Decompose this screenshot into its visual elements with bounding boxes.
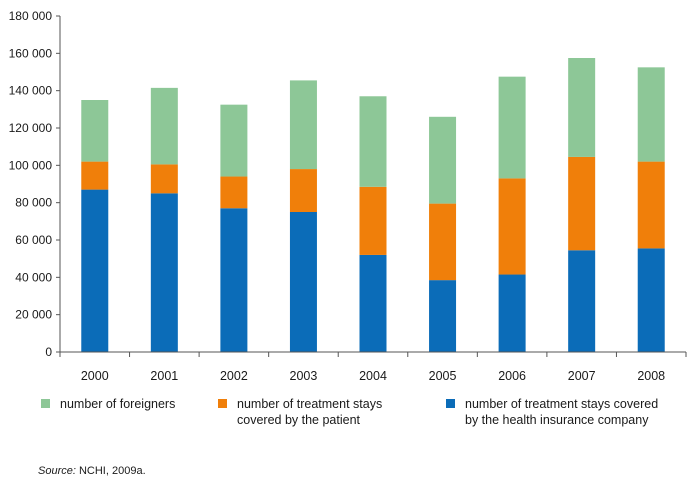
bar-foreigners-2002 xyxy=(220,104,248,177)
source-text: NCHI, 2009a. xyxy=(75,465,146,477)
bar-insurance-2002 xyxy=(220,208,248,352)
bar-foreigners-2001 xyxy=(150,87,178,165)
bar-patient-2001 xyxy=(150,164,178,194)
y-tick-label: 40 000 xyxy=(15,270,52,284)
bar-foreigners-2007 xyxy=(568,58,596,157)
bar-foreigners-2006 xyxy=(498,76,526,179)
bar-patient-2000 xyxy=(81,161,109,190)
x-tick-label-2000: 2000 xyxy=(81,369,109,383)
legend-swatch-foreigners xyxy=(41,399,50,408)
y-tick-label: 160 000 xyxy=(9,46,53,60)
y-tick-label: 80 000 xyxy=(15,196,52,210)
x-tick-label-2002: 2002 xyxy=(220,369,248,383)
bar-insurance-2005 xyxy=(429,280,457,352)
legend-label-patient: number of treatment stays covered by the… xyxy=(237,397,383,427)
source-note: Source: NCHI, 2009a. xyxy=(38,465,146,477)
legend-label-insurance: number of treatment stays covered by the… xyxy=(465,397,659,427)
x-tick-label-2005: 2005 xyxy=(429,369,457,383)
x-tick-label-2008: 2008 xyxy=(637,369,665,383)
y-tick-label: 140 000 xyxy=(9,84,53,98)
bar-patient-2006 xyxy=(498,178,526,275)
x-tick-label-2006: 2006 xyxy=(498,369,526,383)
x-tick-label-2001: 2001 xyxy=(150,369,178,383)
legend-swatch-insurance xyxy=(446,399,455,408)
legend-item-patient: number of treatment stays covered by the… xyxy=(218,396,382,428)
bar-foreigners-2003 xyxy=(289,80,317,170)
bar-insurance-2001 xyxy=(150,193,178,352)
bar-insurance-2004 xyxy=(359,254,387,352)
legend-item-foreigners: number of foreigners xyxy=(41,396,175,412)
legend-swatch-patient xyxy=(218,399,227,408)
bar-insurance-2003 xyxy=(289,212,317,352)
bar-foreigners-2005 xyxy=(429,116,457,204)
y-tick-label: 0 xyxy=(45,345,52,359)
bar-patient-2005 xyxy=(429,203,457,281)
bar-foreigners-2000 xyxy=(81,100,109,162)
bar-foreigners-2004 xyxy=(359,96,387,187)
bar-foreigners-2008 xyxy=(637,67,665,162)
x-axis: 2000 2001 2002 2003 2004 2005 2006 2007 2008 xyxy=(59,351,687,383)
bar-patient-2002 xyxy=(220,176,248,209)
legend-label-foreigners: number of foreigners xyxy=(60,397,176,411)
y-tick-label: 20 000 xyxy=(15,308,52,322)
bar-patient-2007 xyxy=(568,156,596,251)
y-tick-label: 100 000 xyxy=(9,158,53,172)
bar-patient-2004 xyxy=(359,186,387,255)
bar-patient-2003 xyxy=(289,169,317,212)
bar-insurance-2000 xyxy=(81,189,109,352)
y-tick-label: 120 000 xyxy=(9,121,53,135)
legend-item-insurance: number of treatment stays covered by the… xyxy=(446,396,658,428)
x-tick-label-2004: 2004 xyxy=(359,369,387,383)
y-tick-label: 60 000 xyxy=(15,233,52,247)
y-axis: 0 20 000 40 000 60 000 80 000 100 000 120 000 1… xyxy=(9,9,61,359)
y-tick-label: 180 000 xyxy=(9,9,53,23)
bar-patient-2008 xyxy=(637,161,665,249)
x-tick-label-2003: 2003 xyxy=(290,369,318,383)
bars xyxy=(81,58,665,352)
source-prefix: Source: xyxy=(38,465,76,477)
bar-insurance-2008 xyxy=(637,248,665,352)
x-tick-label-2007: 2007 xyxy=(568,369,596,383)
bar-insurance-2006 xyxy=(498,274,526,352)
bar-insurance-2007 xyxy=(568,250,596,352)
